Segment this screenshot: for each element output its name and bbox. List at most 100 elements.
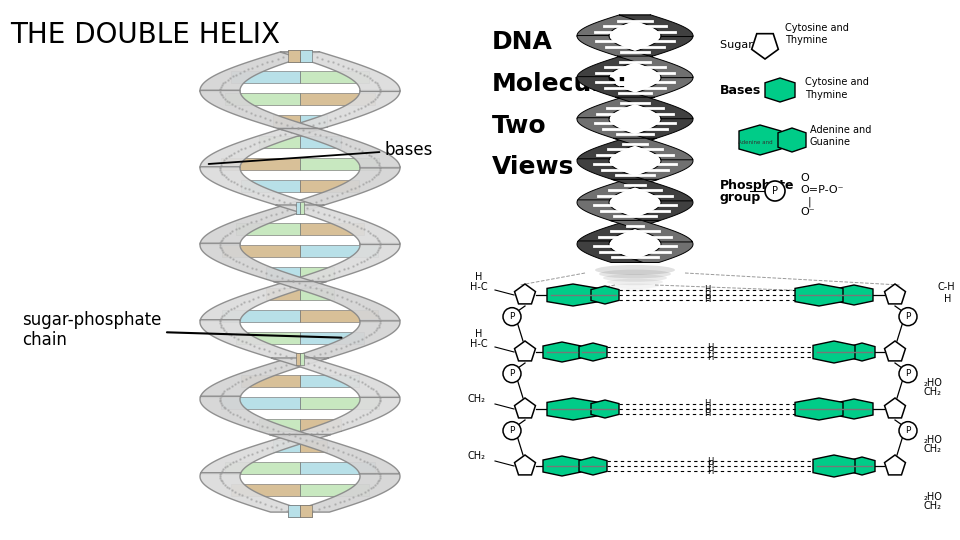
Point xyxy=(344,296,359,305)
Point xyxy=(243,495,258,503)
Point xyxy=(372,83,387,91)
Point xyxy=(296,355,311,364)
Point xyxy=(217,232,232,241)
Point xyxy=(278,361,294,369)
Point xyxy=(245,63,260,72)
Polygon shape xyxy=(200,205,324,245)
Point xyxy=(232,69,248,77)
Point xyxy=(268,503,283,512)
Circle shape xyxy=(899,422,917,440)
Point xyxy=(348,183,363,192)
Point xyxy=(252,138,267,147)
Point xyxy=(234,336,250,345)
Point xyxy=(218,308,233,317)
Point xyxy=(372,314,387,322)
Point xyxy=(320,425,335,434)
Point xyxy=(327,500,343,508)
Text: Molecule:: Molecule: xyxy=(492,72,628,96)
Point xyxy=(372,239,388,247)
Point xyxy=(370,479,385,488)
Point xyxy=(220,76,235,84)
Point xyxy=(372,475,387,484)
Point xyxy=(212,163,228,171)
Point xyxy=(238,375,253,383)
Point xyxy=(367,404,382,413)
Point xyxy=(318,348,333,357)
Point xyxy=(233,145,249,154)
Point xyxy=(240,65,255,73)
Point xyxy=(311,119,326,127)
Point xyxy=(235,260,251,268)
Polygon shape xyxy=(285,320,400,359)
Polygon shape xyxy=(200,167,320,206)
Point xyxy=(239,492,254,501)
Point xyxy=(310,207,325,216)
Point xyxy=(330,421,346,430)
Point xyxy=(353,489,369,498)
Point xyxy=(351,181,367,190)
Polygon shape xyxy=(200,320,315,359)
Polygon shape xyxy=(200,243,317,282)
Point xyxy=(360,227,375,235)
Point xyxy=(370,93,385,102)
Point xyxy=(227,178,242,187)
Point xyxy=(214,390,229,399)
Point xyxy=(273,350,288,359)
Point xyxy=(355,301,371,310)
Polygon shape xyxy=(795,284,843,306)
Polygon shape xyxy=(300,310,377,322)
Point xyxy=(237,298,252,307)
Text: sugar-phosphate
chain: sugar-phosphate chain xyxy=(22,310,342,349)
Point xyxy=(349,221,365,230)
Point xyxy=(222,253,237,261)
Point xyxy=(251,188,266,197)
Point xyxy=(221,383,236,392)
Point xyxy=(240,261,255,270)
Polygon shape xyxy=(300,93,375,105)
Point xyxy=(228,256,244,265)
Polygon shape xyxy=(577,36,653,57)
Point xyxy=(215,312,230,321)
Text: O: O xyxy=(800,173,808,183)
Polygon shape xyxy=(288,50,300,62)
Point xyxy=(228,102,243,110)
Point xyxy=(364,383,379,392)
Point xyxy=(212,472,228,481)
Point xyxy=(315,441,330,449)
Point xyxy=(213,468,228,477)
Point xyxy=(353,258,369,267)
Point xyxy=(213,392,228,401)
Polygon shape xyxy=(300,288,334,300)
Point xyxy=(228,225,243,234)
Point xyxy=(224,150,239,159)
Point xyxy=(276,53,291,62)
Point xyxy=(350,376,366,385)
Point xyxy=(232,455,248,463)
Point xyxy=(372,472,388,481)
Point xyxy=(369,79,384,87)
Polygon shape xyxy=(577,159,647,180)
Point xyxy=(252,112,268,120)
Text: Thymine: Thymine xyxy=(785,35,828,45)
Point xyxy=(254,60,270,69)
Point xyxy=(329,291,345,300)
Point xyxy=(213,315,228,324)
Point xyxy=(221,152,236,160)
Polygon shape xyxy=(225,462,300,474)
Polygon shape xyxy=(835,285,873,305)
Point xyxy=(220,307,235,315)
Point xyxy=(281,430,297,439)
Text: P: P xyxy=(905,369,911,378)
Point xyxy=(228,488,243,496)
Point xyxy=(372,244,387,253)
Point xyxy=(256,345,272,354)
Text: H: H xyxy=(707,456,713,465)
Point xyxy=(356,256,372,265)
Polygon shape xyxy=(300,223,364,235)
Point xyxy=(259,58,275,67)
Point xyxy=(263,502,278,510)
Point xyxy=(372,241,388,249)
Text: H: H xyxy=(944,294,951,304)
Point xyxy=(271,195,286,204)
Polygon shape xyxy=(300,71,369,83)
